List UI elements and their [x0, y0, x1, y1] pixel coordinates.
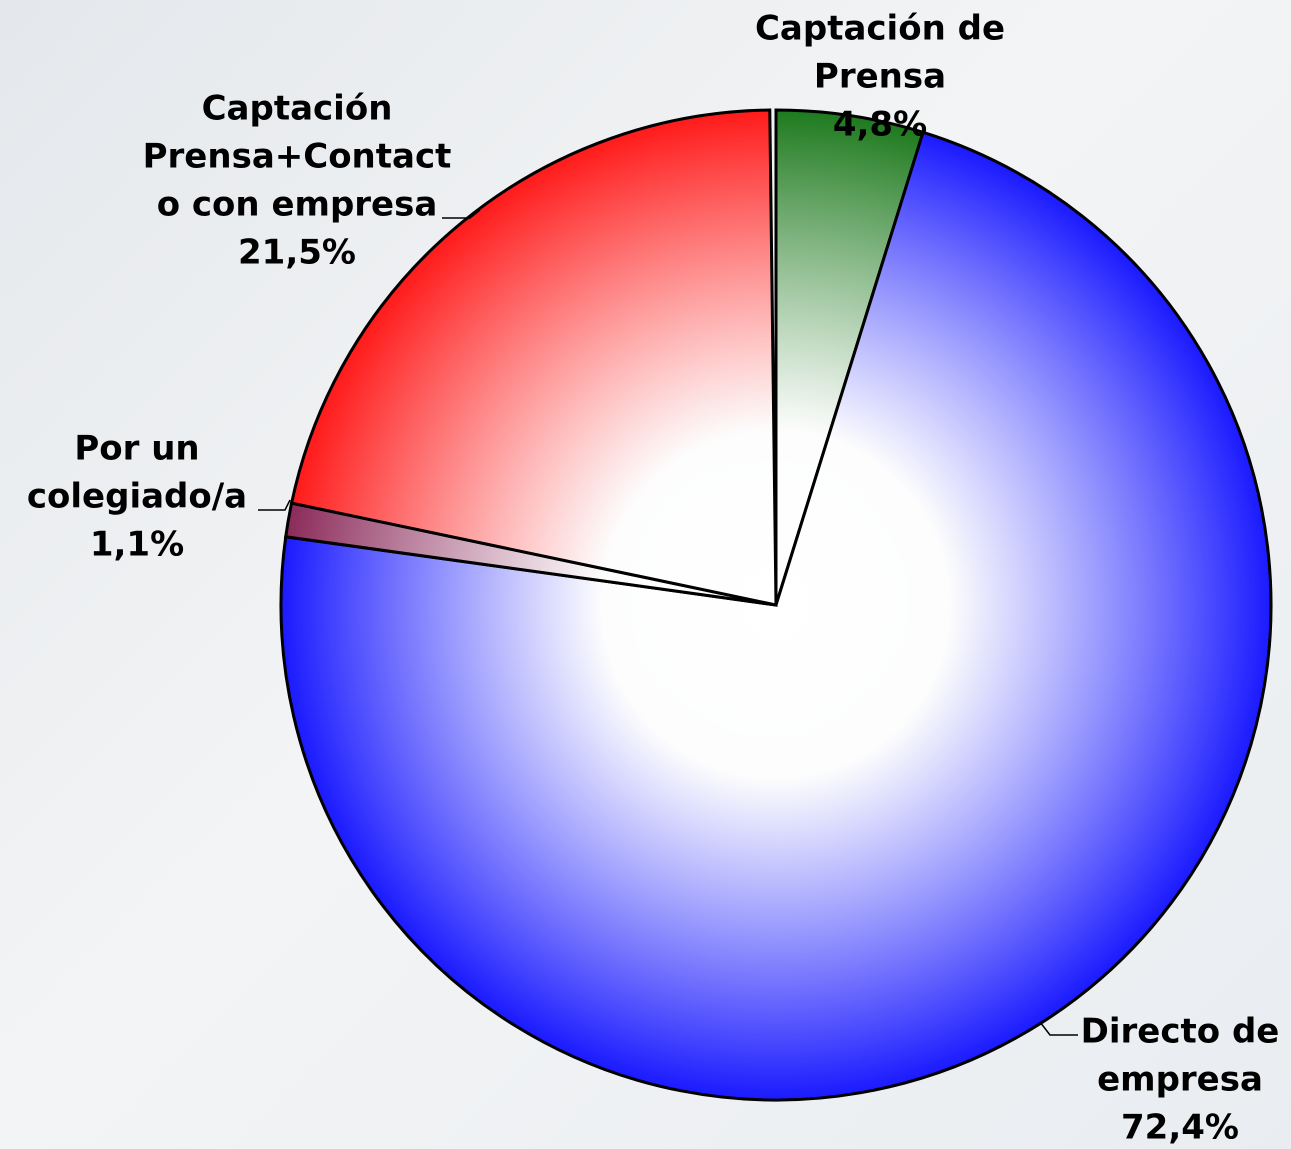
- slice-label: Captación de Prensa: [755, 9, 1005, 97]
- value-label: 72,4%: [1121, 1108, 1239, 1148]
- leader-line: [442, 209, 481, 219]
- value-label: 1,1%: [90, 525, 184, 565]
- slice-label: Directo de empresa: [1081, 1012, 1280, 1100]
- pie-slice: [774, 108, 925, 606]
- value-label: 21,5%: [238, 233, 356, 273]
- leader-line: [1039, 1021, 1078, 1036]
- value-label: 4,8%: [833, 105, 927, 145]
- leader-line: [258, 499, 291, 511]
- slice-label: Captación Prensa+Contact o con empresa: [143, 89, 452, 225]
- pie-slice: [289, 108, 778, 607]
- slice-label: Por un colegiado/a: [27, 429, 247, 517]
